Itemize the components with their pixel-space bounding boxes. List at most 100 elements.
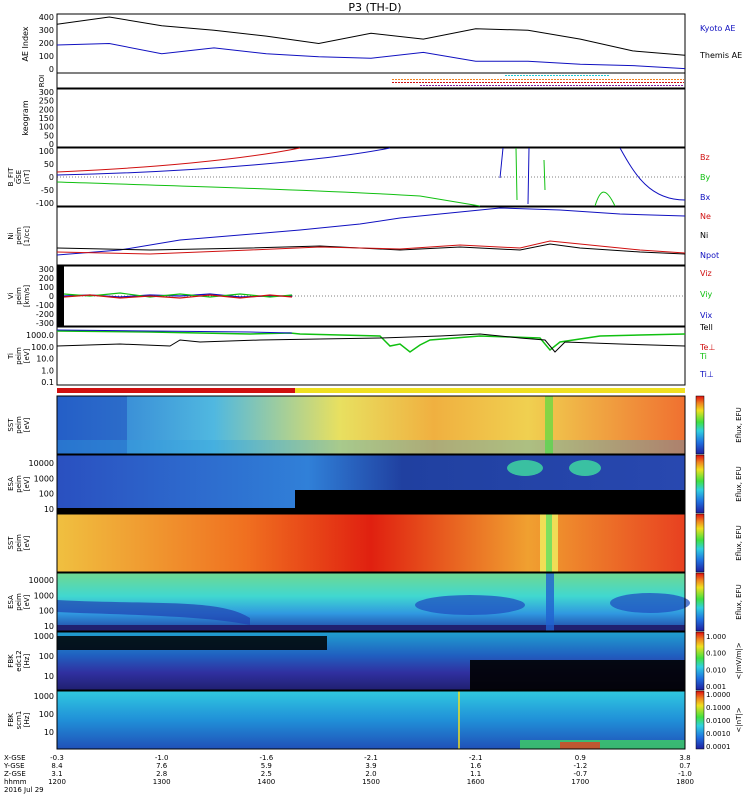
fbk1-ylabel-2: edc12 xyxy=(15,650,23,672)
keogram-tick-label: 250 xyxy=(39,97,54,106)
fbk1-colorbar-label: <|mV/m|> xyxy=(735,642,743,679)
mode-bar-yellow xyxy=(295,388,685,393)
esa1-frame xyxy=(56,454,686,514)
sst-spectrogram-2: SST peim [eV] xyxy=(7,513,686,573)
fbk2-tick-label: 1000 xyxy=(34,692,54,701)
ne-line xyxy=(56,240,686,255)
eflux-colorbar-4 xyxy=(695,572,705,632)
fbk-scm1-panel: FBK scm1 [Hz] 1000 100 10 xyxy=(7,690,686,750)
bfield-tick-label: -50 xyxy=(41,186,54,195)
fbk2-frame xyxy=(56,690,686,750)
time-axis-z-value: 3.1 xyxy=(51,770,62,778)
eflux-colorbar-group: Eflux, EFU Eflux, EFU Eflux, EFU Eflux, … xyxy=(695,395,743,632)
esa2-bottom-band xyxy=(57,625,685,631)
esa1-black-edge xyxy=(57,508,295,513)
velocity-black-bar xyxy=(57,266,64,326)
fbk1-colorbar-tick: 0.010 xyxy=(706,666,726,674)
bfield-tick-label: 100 xyxy=(39,147,54,156)
fbk2-tick-labels: 1000 100 10 xyxy=(34,692,54,737)
time-axis-x-value: -2.1 xyxy=(364,754,378,762)
legend-npot: Npot xyxy=(700,251,719,260)
ae-tick-label: 200 xyxy=(39,39,54,48)
legend-ti-perp: Ti⊥ xyxy=(699,370,714,379)
esa1-green-blob-2 xyxy=(569,460,601,476)
fbk2-ylabel-3: [Hz] xyxy=(23,713,31,728)
velocity-ylabel-2: peim xyxy=(15,287,23,305)
velocity-tick-label: 100 xyxy=(39,283,54,292)
fbk2-colorbar-tick: 1.0000 xyxy=(706,691,731,699)
fbk2-ylabel-1: FBK xyxy=(7,713,15,727)
esa-spectrogram-2: ESA peim [eV] 10000 1000 100 10 xyxy=(7,572,690,632)
esa-spectrogram-1: ESA peim [eV] 10000 1000 100 10 xyxy=(7,454,686,514)
temperature-ylabel-3: [eV] xyxy=(23,348,31,363)
time-axis-columns: -0.38.43.11200-1.07.62.81300-1.65.92.514… xyxy=(48,754,694,786)
fbk2-colorbar-tick: 0.0001 xyxy=(706,743,731,751)
fbk1-colorbar-tick: 1.000 xyxy=(706,633,726,641)
ae-tick-label: 0 xyxy=(49,65,54,74)
sst1-ylabel-2: peim xyxy=(15,416,23,434)
legend-bz: Bz xyxy=(700,153,710,162)
time-axis-row-label: Y-GSE xyxy=(3,762,25,770)
time-axis-row-label: X-GSE xyxy=(4,754,26,762)
esa2-fill xyxy=(57,573,685,631)
ti-perp-line xyxy=(56,329,293,334)
velocity-ylabel-1: Vi xyxy=(7,293,15,300)
time-axis-hhmm-value: 1400 xyxy=(257,778,275,786)
ae-tick-label: 400 xyxy=(39,13,54,22)
temperature-tick-labels: 1000.0 100.0 10.0 1.0 0.1 xyxy=(26,331,54,387)
fbk-edc12-panel: FBK edc12 [Hz] 1000 100 10 xyxy=(7,631,686,691)
time-axis-z-value: 2.5 xyxy=(261,770,272,778)
legend-ne: Ne xyxy=(700,212,711,221)
temperature-tick-label: 1000.0 xyxy=(26,331,54,340)
fbk1-tick-label: 10 xyxy=(44,672,54,681)
esa2-blue-band xyxy=(57,600,250,625)
esa1-ylabel-2: peim xyxy=(15,475,23,493)
time-axis-z-value: 1.1 xyxy=(470,770,481,778)
keogram-tick-label: 100 xyxy=(39,123,54,132)
keogram-tick-label: 0 xyxy=(49,140,54,149)
legend-themis-ae: Themis AE xyxy=(699,51,742,60)
fbk1-black-mid xyxy=(470,660,685,690)
keogram-tick-label: 150 xyxy=(39,114,54,123)
esa1-tick-labels: 10000 1000 100 10 xyxy=(29,459,54,514)
roi-panel: ROI xyxy=(38,72,686,89)
fbk2-bottom-red xyxy=(560,742,600,749)
ae-panel: AE Index 400 300 200 100 0 Kyoto AE Themis A… xyxy=(21,13,742,74)
themis-ae-line xyxy=(56,16,686,56)
fbk1-tick-label: 1000 xyxy=(34,632,54,641)
eflux-colorbar-2 xyxy=(695,454,705,514)
velocity-tick-label: -100 xyxy=(36,301,54,310)
density-frame xyxy=(56,206,686,266)
density-panel: Ni peim [1/cc] Ne Ni Npot xyxy=(7,206,719,266)
time-axis-hhmm-value: 1700 xyxy=(571,778,589,786)
esa2-tick-label: 100 xyxy=(39,607,54,616)
legend-by: By xyxy=(700,173,710,182)
fbk2-tick-label: 10 xyxy=(44,728,54,737)
velocity-tick-label: 200 xyxy=(39,274,54,283)
time-axis-hhmm-value: 1500 xyxy=(362,778,380,786)
esa2-ylabel-3: [eV] xyxy=(23,594,31,609)
temperature-ylabel-2: peim xyxy=(15,347,23,365)
fbk2-colorbar-tick: 0.0010 xyxy=(706,730,731,738)
esa2-frame xyxy=(56,572,686,632)
sst-spectrogram-1: SST peim [eV] xyxy=(7,395,686,455)
esa1-tick-label: 1000 xyxy=(34,474,54,483)
legend-ni: Ni xyxy=(700,231,708,240)
fbk1-ylabel-1: FBK xyxy=(7,654,15,668)
eflux-label-2: Eflux, EFU xyxy=(735,466,743,501)
time-axis-z-value: 2.0 xyxy=(365,770,376,778)
temperature-tick-label: 1.0 xyxy=(41,366,54,375)
temperature-tick-label: 10.0 xyxy=(36,355,54,364)
time-axis-row-label: Z-GSE xyxy=(4,770,26,778)
sst1-frame xyxy=(56,395,686,455)
keogram-ylabel: keogram xyxy=(21,100,30,135)
fbk1-ylabel-3: [Hz] xyxy=(23,654,31,669)
fbk1-colorbar-tick: 0.001 xyxy=(706,683,726,691)
fbk-colorbar-group: <|mV/m|> <|nT|> 1.000 0.100 0.010 0.001 1.0… xyxy=(695,631,743,751)
esa1-tick-label: 100 xyxy=(39,490,54,499)
time-axis-x-value: -1.6 xyxy=(259,754,273,762)
ae-tick-labels: 400 300 200 100 0 xyxy=(39,13,54,74)
